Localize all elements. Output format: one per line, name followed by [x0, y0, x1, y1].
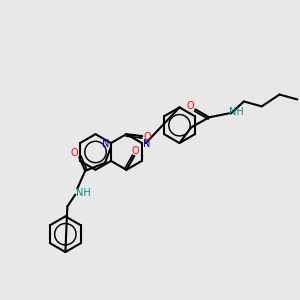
Text: O: O	[143, 132, 151, 142]
Text: NH: NH	[76, 188, 91, 198]
Text: O: O	[70, 148, 78, 158]
Text: N: N	[102, 139, 110, 149]
Text: N: N	[143, 139, 151, 149]
Text: O: O	[187, 101, 194, 111]
Text: NH: NH	[229, 107, 243, 117]
Text: O: O	[131, 146, 139, 156]
